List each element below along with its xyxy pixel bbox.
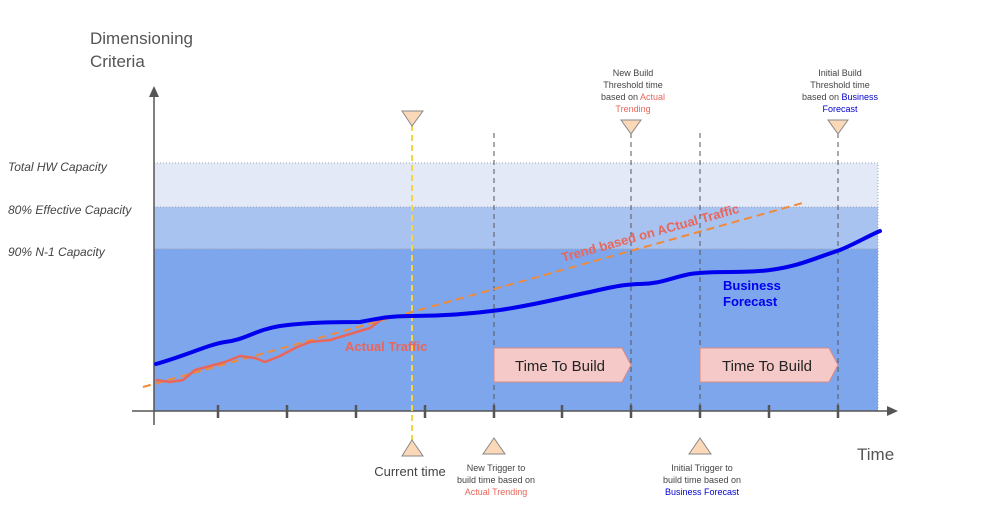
new-build-marker — [620, 119, 642, 135]
new-trigger-highlight: Actual Trending — [465, 487, 528, 497]
new-build-highlight-1: Actual — [640, 92, 665, 102]
initial-build-highlight-2: Forecast — [822, 104, 858, 114]
business-forecast-label-line-2: Forecast — [723, 294, 778, 309]
initial-trigger-highlight: Business Forecast — [665, 487, 740, 497]
band-90-n1 — [153, 248, 879, 412]
initial-build-line-3: based on Business — [802, 92, 879, 102]
trend-line — [142, 201, 807, 388]
initial-build-marker — [827, 119, 849, 135]
initial-trigger-line-1: Initial Trigger to — [671, 463, 733, 473]
time-to-build-shape-2 — [699, 347, 839, 383]
time-to-build-label-2: Time To Build — [722, 358, 812, 375]
initial-build-line-2: Threshold time — [810, 80, 870, 90]
actual-traffic-label: Actual Traffic — [345, 339, 427, 354]
band-label-total-hw: Total HW Capacity — [8, 160, 108, 174]
initial-trigger-marker — [688, 437, 712, 455]
current-time-bottom-marker — [401, 439, 424, 457]
band-label-90-n1: 90% N-1 Capacity — [8, 245, 106, 259]
new-build-line-3: based on Actual — [601, 92, 665, 102]
new-build-line-3-prefix: based on — [601, 92, 640, 102]
band-80-effective — [153, 206, 879, 250]
initial-build-annotation: Initial Build Threshold time based on Bu… — [802, 68, 879, 114]
y-axis-arrowhead — [149, 86, 159, 97]
band-total-hw — [153, 162, 879, 209]
current-time-label: Current time — [374, 464, 446, 479]
initial-trigger-line-2: build time based on — [663, 475, 741, 485]
business-forecast-line — [154, 229, 882, 366]
x-axis-arrowhead — [887, 406, 898, 416]
new-trigger-line-2: build time based on — [457, 475, 535, 485]
actual-traffic-line — [155, 314, 412, 384]
new-build-annotation: New Build Threshold time based on Actual… — [601, 68, 665, 114]
time-to-build-box-1: Time To Build — [493, 347, 632, 383]
initial-build-line-1: Initial Build — [818, 68, 862, 78]
diagram-title-line-1: Dimensioning — [90, 29, 193, 48]
initial-build-highlight-1: Business — [842, 92, 879, 102]
initial-build-line-3-prefix: based on — [802, 92, 842, 102]
diagram-title-line-2: Criteria — [90, 52, 145, 71]
business-forecast-label-line-1: Business — [723, 278, 781, 293]
new-build-line-2: Threshold time — [603, 80, 663, 90]
time-to-build-shape-1 — [493, 347, 632, 383]
band-label-80-effective: 80% Effective Capacity — [8, 203, 132, 217]
new-build-highlight-2: Trending — [615, 104, 650, 114]
current-time-top-marker — [401, 110, 424, 127]
time-to-build-label-1: Time To Build — [515, 358, 605, 375]
new-trigger-marker — [482, 437, 506, 455]
new-trigger-line-1: New Trigger to — [467, 463, 526, 473]
time-to-build-box-2: Time To Build — [699, 347, 839, 383]
new-trigger-annotation: New Trigger to build time based on Actua… — [457, 463, 535, 497]
initial-trigger-annotation: Initial Trigger to build time based on B… — [663, 463, 741, 497]
x-axis-label: Time — [857, 445, 894, 464]
new-build-line-1: New Build — [613, 68, 654, 78]
